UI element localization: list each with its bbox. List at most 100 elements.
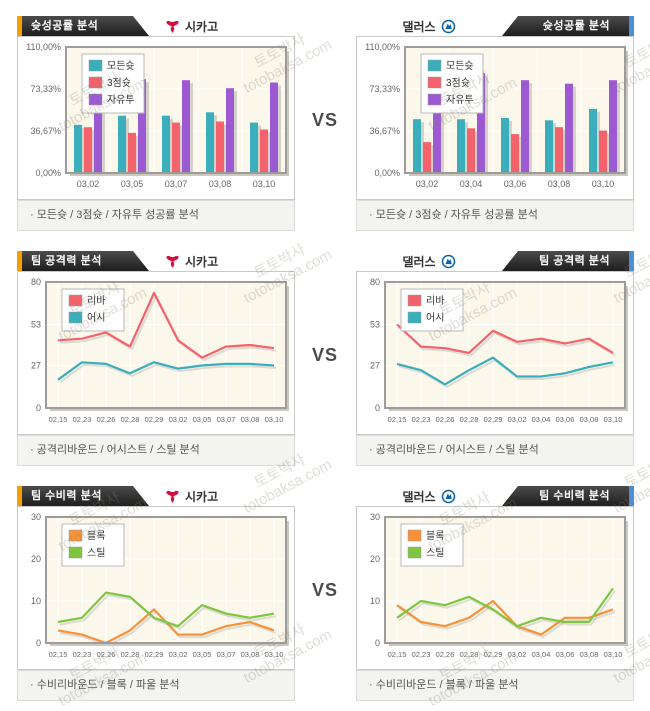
accent-bar bbox=[629, 16, 634, 36]
svg-text:0,00%: 0,00% bbox=[35, 168, 61, 178]
panel-footer-note: · 수비리바운드 / 블록 / 파울 분석 bbox=[17, 670, 295, 701]
panel-footer-note: · 수비리바운드 / 블록 / 파울 분석 bbox=[356, 670, 634, 701]
svg-text:02,28: 02,28 bbox=[460, 415, 479, 424]
svg-text:02,23: 02,23 bbox=[73, 650, 92, 659]
team-name: 댈러스 bbox=[402, 19, 436, 34]
analysis-title-tab: 팀 수비력 분석 bbox=[17, 486, 149, 506]
panel-offense-dallas: 댈러스 팀 공격력 분석 0 27 53 80 02,15 02,23 02,26 02,28… bbox=[356, 251, 634, 466]
svg-text:02,28: 02,28 bbox=[460, 650, 479, 659]
row-defense-analysis: 팀 수비력 분석 시카고 0 10 20 30 02,15 02,23 02,26 02,28… bbox=[0, 486, 650, 701]
svg-text:03,10: 03,10 bbox=[604, 650, 623, 659]
svg-text:03,02: 03,02 bbox=[77, 179, 100, 189]
svg-text:03,05: 03,05 bbox=[193, 650, 212, 659]
svg-text:02,15: 02,15 bbox=[388, 650, 407, 659]
team-name: 시카고 bbox=[185, 254, 219, 269]
svg-text:02,15: 02,15 bbox=[388, 415, 407, 424]
svg-text:어시: 어시 bbox=[87, 312, 105, 324]
team-name: 시카고 bbox=[185, 489, 219, 504]
svg-text:3점슛: 3점슛 bbox=[107, 77, 131, 89]
svg-text:30: 30 bbox=[370, 512, 380, 522]
panel-offense-chicago: 팀 공격력 분석 시카고 0 27 53 80 02,15 02,23 02,26 02,28… bbox=[17, 251, 295, 466]
panel-header: 슛성공률 분석 시카고 bbox=[17, 16, 295, 36]
accent-bar bbox=[629, 486, 634, 506]
panel-shooting-dallas: 댈러스 슛성공률 분석 0,00% 36,67% 73,33% 110,00% 03,0… bbox=[356, 16, 634, 231]
svg-text:03,06: 03,06 bbox=[556, 415, 575, 424]
svg-text:블록: 블록 bbox=[426, 530, 444, 542]
svg-text:리바: 리바 bbox=[426, 295, 444, 307]
team-label-chicago: 시카고 bbox=[149, 251, 295, 271]
svg-text:110,00%: 110,00% bbox=[365, 42, 400, 52]
svg-text:03,02: 03,02 bbox=[508, 650, 527, 659]
line-chart-offense-chicago: 0 27 53 80 02,15 02,23 02,26 02,28 02,29 03,02 03,… bbox=[31, 277, 289, 424]
line-chart-offense-dallas: 0 27 53 80 02,15 02,23 02,26 02,28 02,29 03,02 03,… bbox=[370, 277, 628, 424]
svg-text:02,29: 02,29 bbox=[145, 415, 164, 424]
chart-box: 0 27 53 80 02,15 02,23 02,26 02,28 02,29 03,02 03,… bbox=[17, 271, 295, 435]
svg-text:02,15: 02,15 bbox=[49, 415, 68, 424]
accent-bar bbox=[17, 486, 22, 506]
svg-text:02,29: 02,29 bbox=[484, 415, 503, 424]
analysis-title-tab: 팀 공격력 분석 bbox=[17, 251, 149, 271]
panel-title: 팀 공격력 분석 bbox=[31, 255, 102, 267]
svg-text:20: 20 bbox=[370, 554, 380, 564]
svg-text:3점슛: 3점슛 bbox=[446, 77, 470, 89]
panel-footer-note: · 모든슛 / 3점슛 / 자유투 성공률 분석 bbox=[356, 200, 634, 231]
svg-text:53: 53 bbox=[31, 320, 41, 330]
svg-text:03,10: 03,10 bbox=[604, 415, 623, 424]
svg-text:02,23: 02,23 bbox=[73, 415, 92, 424]
team-label-dallas: 댈러스 bbox=[356, 251, 502, 271]
bar-chart-shooting-chicago: 0,00% 36,67% 73,33% 110,00% 03,02 03,05 03,07 0… bbox=[26, 42, 289, 189]
row-offense-analysis: 팀 공격력 분석 시카고 0 27 53 80 02,15 02,23 02,26 02,28… bbox=[0, 251, 650, 466]
svg-text:03,10: 03,10 bbox=[592, 179, 615, 189]
panel-title: 팀 공격력 분석 bbox=[539, 255, 610, 267]
chart-box: 0 10 20 30 02,15 02,23 02,26 02,28 02,29 03,02 03,… bbox=[17, 506, 295, 670]
svg-text:110,00%: 110,00% bbox=[26, 42, 61, 52]
svg-text:02,29: 02,29 bbox=[484, 650, 503, 659]
row-shooting-analysis: 슛성공률 분석 시카고 0,00% 36,67% 73,33% 110,00% 03,0… bbox=[0, 16, 650, 231]
svg-text:모든슛: 모든슛 bbox=[107, 60, 135, 72]
line-chart-defense-chicago: 0 10 20 30 02,15 02,23 02,26 02,28 02,29 03,02 03,… bbox=[31, 512, 289, 659]
panel-footer-note: · 공격리바운드 / 어시스트 / 스틸 분석 bbox=[17, 435, 295, 466]
accent-bar bbox=[17, 16, 22, 36]
svg-text:03,07: 03,07 bbox=[217, 415, 236, 424]
svg-text:03,08: 03,08 bbox=[209, 179, 232, 189]
panel-title: 팀 수비력 분석 bbox=[539, 490, 610, 502]
svg-text:02,26: 02,26 bbox=[97, 650, 116, 659]
svg-text:블록: 블록 bbox=[87, 530, 105, 542]
svg-text:73,33%: 73,33% bbox=[369, 84, 400, 94]
svg-text:03,08: 03,08 bbox=[241, 650, 260, 659]
svg-text:03,05: 03,05 bbox=[121, 179, 144, 189]
svg-text:03,06: 03,06 bbox=[504, 179, 527, 189]
team-label-dallas: 댈러스 bbox=[356, 486, 502, 506]
svg-text:03,08: 03,08 bbox=[548, 179, 571, 189]
svg-text:03,06: 03,06 bbox=[556, 650, 575, 659]
vs-label: VS bbox=[311, 345, 338, 365]
analysis-title-tab: 슛성공률 분석 bbox=[17, 16, 149, 36]
chicago-bulls-logo-icon bbox=[165, 19, 180, 34]
vs-label: VS bbox=[311, 110, 338, 130]
svg-text:36,67%: 36,67% bbox=[30, 126, 61, 136]
team-label-chicago: 시카고 bbox=[149, 16, 295, 36]
svg-text:03,08: 03,08 bbox=[241, 415, 260, 424]
team-label-dallas: 댈러스 bbox=[356, 16, 502, 36]
svg-text:02,26: 02,26 bbox=[436, 415, 455, 424]
chart-box: 0 10 20 30 02,15 02,23 02,26 02,28 02,29 03,02 03,… bbox=[356, 506, 634, 670]
panel-shooting-chicago: 슛성공률 분석 시카고 0,00% 36,67% 73,33% 110,00% 03,0… bbox=[17, 16, 295, 231]
svg-text:리바: 리바 bbox=[87, 295, 105, 307]
analysis-title-tab: 팀 수비력 분석 bbox=[502, 486, 634, 506]
panel-footer-note: · 모든슛 / 3점슛 / 자유투 성공률 분석 bbox=[17, 200, 295, 231]
panel-header: 댈러스 팀 공격력 분석 bbox=[356, 251, 634, 271]
panel-header: 팀 공격력 분석 시카고 bbox=[17, 251, 295, 271]
analysis-title-tab: 슛성공률 분석 bbox=[502, 16, 634, 36]
svg-text:03,10: 03,10 bbox=[253, 179, 276, 189]
panel-footer-note: · 공격리바운드 / 어시스트 / 스틸 분석 bbox=[356, 435, 634, 466]
chart-box: 0 27 53 80 02,15 02,23 02,26 02,28 02,29 03,02 03,… bbox=[356, 271, 634, 435]
svg-text:02,29: 02,29 bbox=[145, 650, 164, 659]
team-name: 댈러스 bbox=[402, 254, 436, 269]
svg-text:03,04: 03,04 bbox=[460, 179, 483, 189]
accent-bar bbox=[629, 251, 634, 271]
svg-text:자유투: 자유투 bbox=[446, 94, 474, 106]
svg-text:02,28: 02,28 bbox=[121, 650, 140, 659]
panel-header: 팀 수비력 분석 시카고 bbox=[17, 486, 295, 506]
svg-text:03,02: 03,02 bbox=[169, 650, 188, 659]
svg-text:03,07: 03,07 bbox=[217, 650, 236, 659]
